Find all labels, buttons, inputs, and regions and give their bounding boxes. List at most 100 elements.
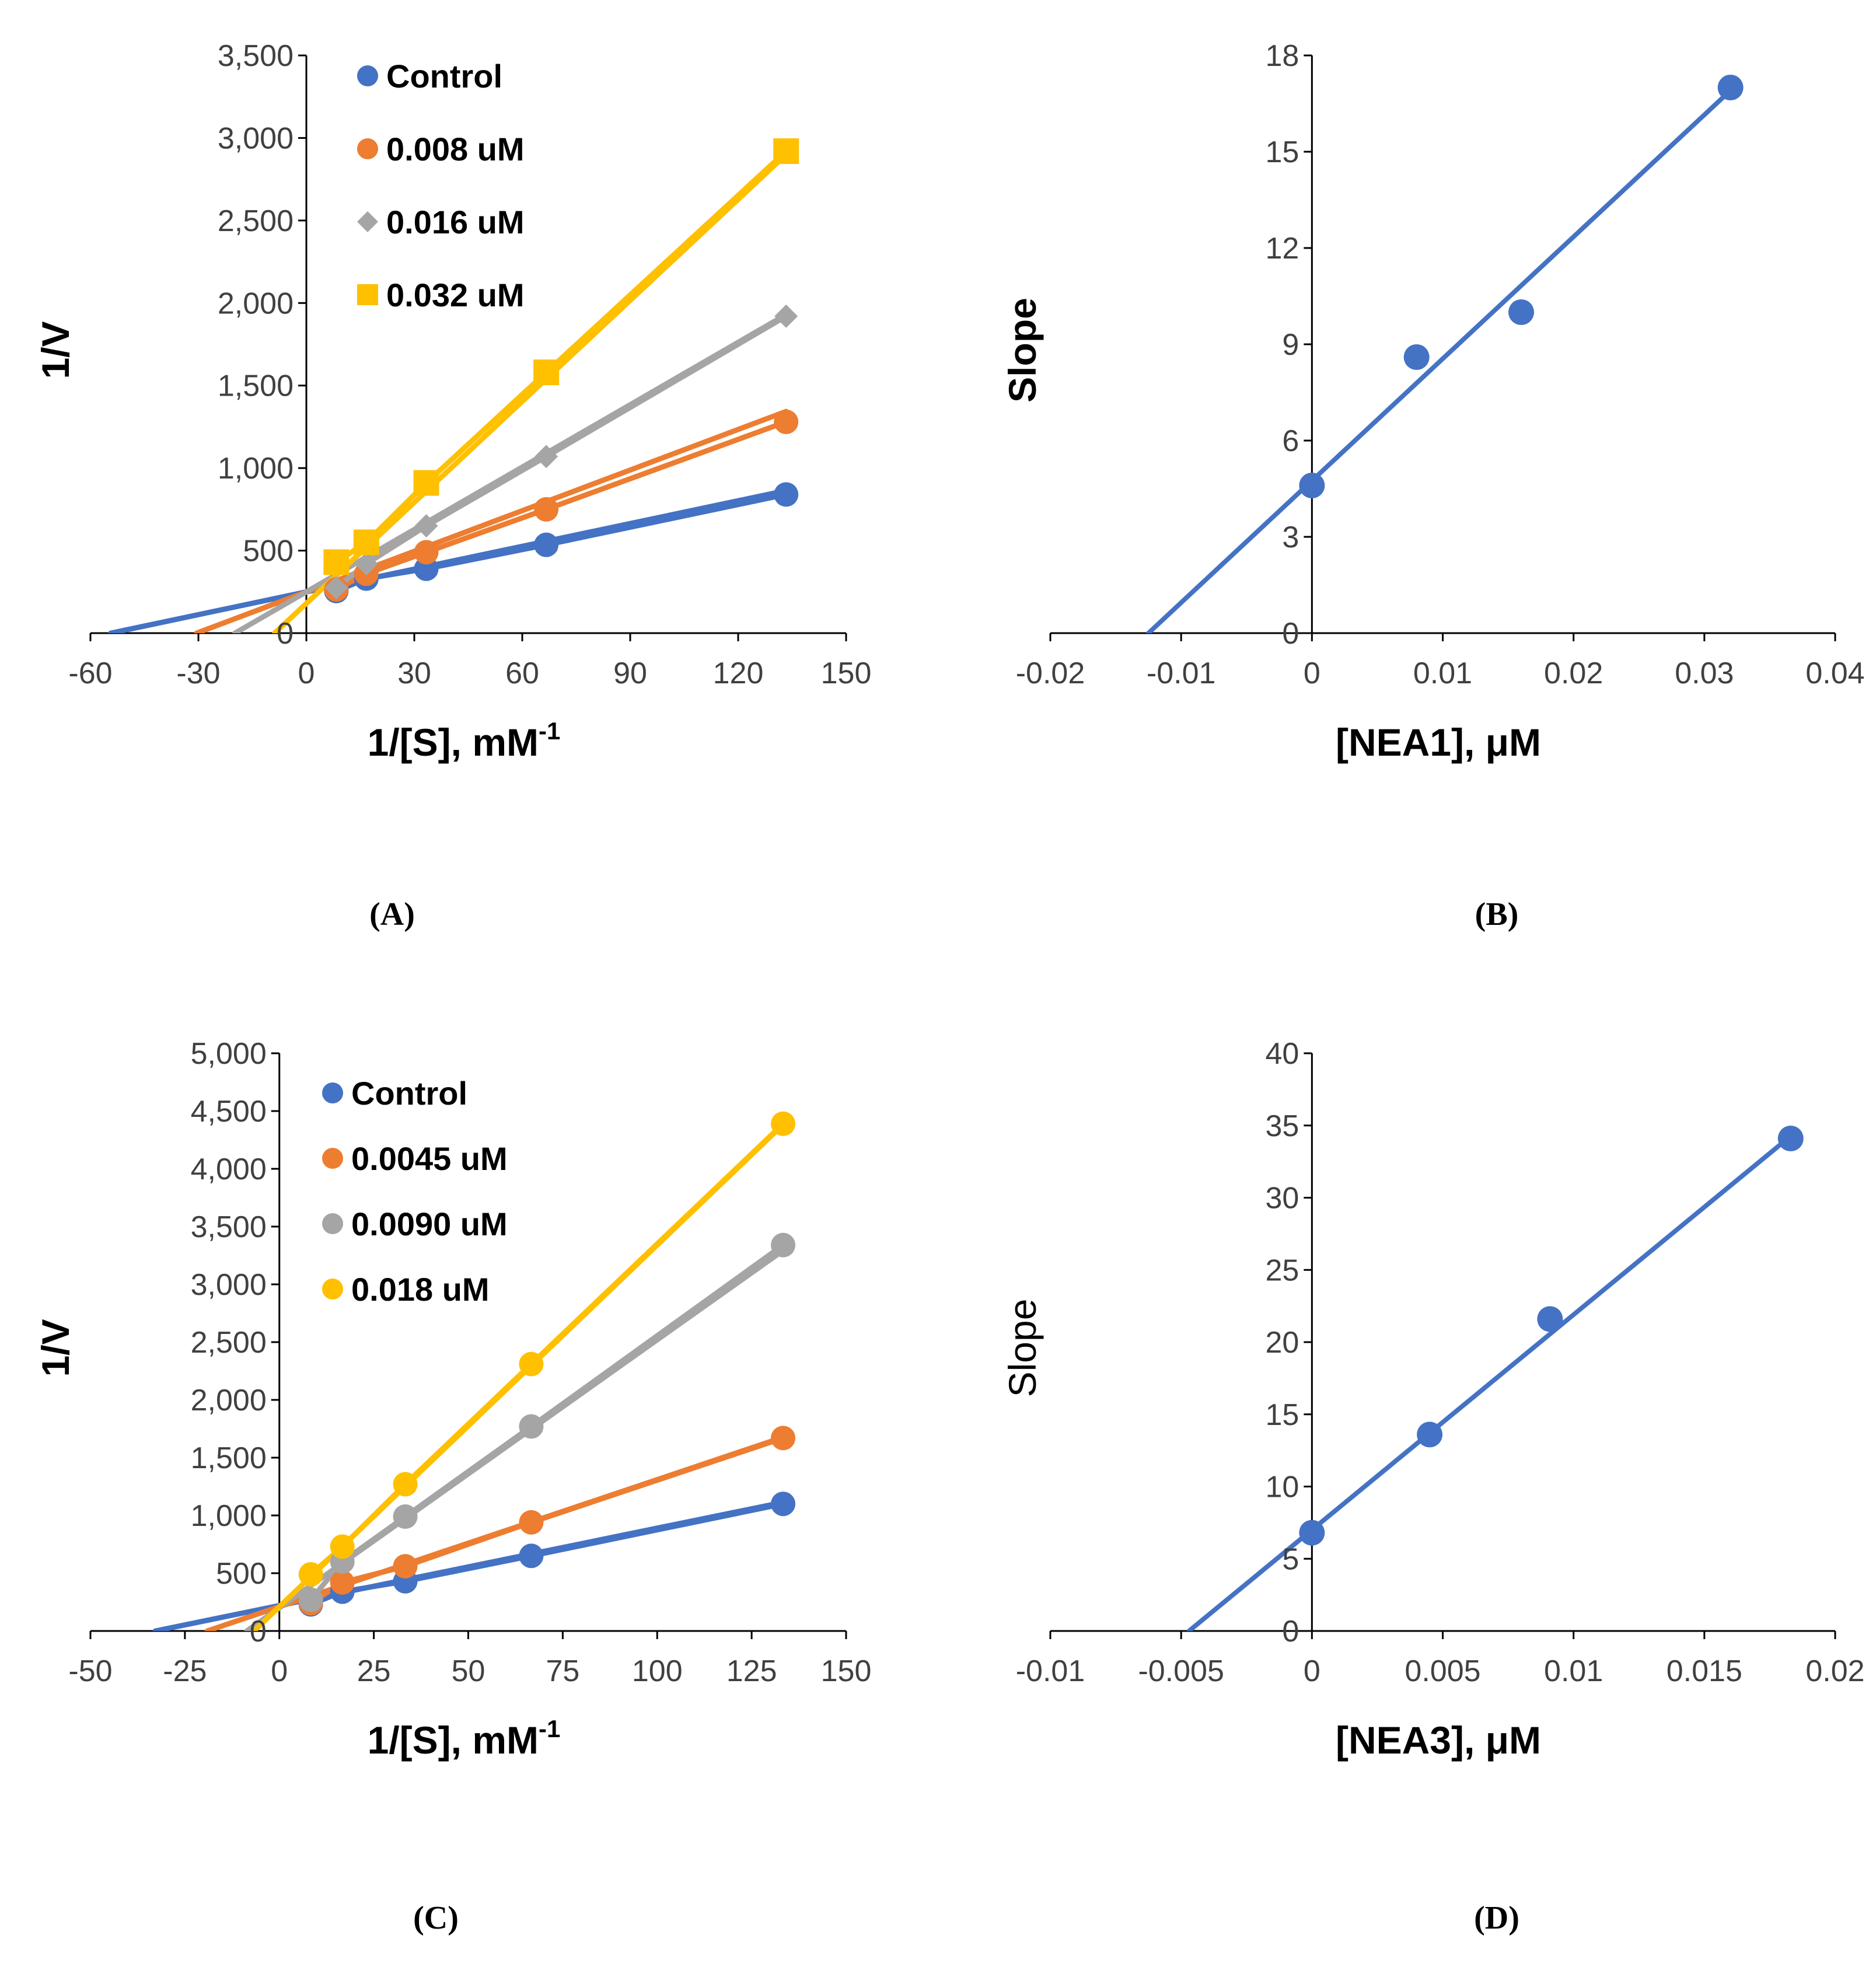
chart-b-y-tick-label: 9 (1282, 328, 1299, 362)
chart-c-y-tick-label: 5,000 (191, 1037, 267, 1071)
chart-a-point-0-032-um (773, 138, 799, 165)
chart-b-x-tick-label: 0 (1304, 656, 1320, 690)
chart-c-x-tick-label: 50 (452, 1654, 485, 1688)
legend-marker-0016 (357, 211, 378, 232)
legend-label-0016: 0.016 uM (386, 204, 525, 240)
legend-marker-control (357, 65, 378, 86)
legend-marker-00045 (322, 1148, 343, 1169)
chart-d-x-tick-label: 0 (1304, 1654, 1320, 1688)
chart-d-y-tick-label: 25 (1265, 1253, 1299, 1287)
chart-d-x-tick-label: 0.01 (1544, 1654, 1603, 1688)
chart-d-y-tick-label: 15 (1265, 1398, 1299, 1432)
chart-b-fit-line-slope (1146, 88, 1733, 633)
chart-b-caption: (B) (1475, 896, 1519, 932)
chart-d-x-axis-title: [NEA3], μM (1336, 1719, 1541, 1762)
chart-c-plot-area (152, 1122, 786, 1631)
chart-a-x-tick-label: 0 (298, 656, 315, 690)
chart-a-point-0-016-um (774, 304, 798, 328)
chart-a-point-0-008-um (774, 409, 799, 434)
chart-b-y-tick-label: 15 (1265, 135, 1299, 169)
chart-d-point-slope (1777, 1126, 1804, 1152)
chart-a-x-tick-label: -60 (68, 656, 112, 690)
chart-a-x-tick-label: 60 (505, 656, 539, 690)
chart-c-point-0-0045-um (771, 1426, 796, 1451)
chart-a-point-control (534, 532, 559, 557)
legend-label-0008: 0.008 uM (386, 131, 525, 167)
chart-c-x-tick-label: 125 (726, 1654, 777, 1688)
legend-item-00045: 0.0045 uM (322, 1140, 508, 1177)
chart-b-x-tick-label: 0.01 (1413, 656, 1472, 690)
chart-c-point-0-018-um (393, 1472, 418, 1497)
chart-a-point-0-008-um (534, 497, 559, 522)
chart-c-y-tick-label: 4,000 (191, 1152, 267, 1186)
legend-marker-0008 (357, 138, 378, 159)
chart-c-x-axis-title: 1/[S], mM-1 (368, 1715, 561, 1762)
chart-a-y-tick-label: 2,000 (218, 287, 294, 320)
chart-a-y-tick-label: 1,500 (218, 369, 294, 403)
chart-a-y-tick-label: 2,500 (218, 204, 294, 238)
chart-d-point-slope (1417, 1421, 1443, 1448)
chart-a-point-0-032-um (533, 359, 560, 386)
chart-c-series-line-0-018-um (309, 1122, 785, 1577)
chart-a-legend: Control 0.008 uM 0.016 uM 0.032 uM (357, 58, 525, 313)
chart-d-x-tick-label: -0.005 (1138, 1654, 1224, 1688)
chart-a-y-axis-title: 1/V (34, 321, 77, 379)
chart-c-x-tick-label: 0 (271, 1654, 288, 1688)
chart-d-point-slope (1299, 1520, 1325, 1546)
chart-d-caption: (D) (1474, 1900, 1519, 1936)
chart-c-y-tick-label: 3,500 (191, 1210, 267, 1244)
chart-d-y-axis-title: Slope (1001, 1299, 1044, 1398)
chart-b-plot-area (1146, 88, 1733, 633)
chart-d-y-tick-label: 40 (1265, 1037, 1299, 1071)
chart-a-fit-line-0-032-um (272, 152, 789, 633)
chart-a-y-tick-label: 1,000 (218, 452, 294, 485)
chart-a-point-0-032-um (413, 470, 439, 496)
chart-d-y-tick-label: 5 (1282, 1542, 1299, 1576)
chart-a-x-axis-title: 1/[S], mM-1 (368, 717, 561, 764)
legend-item-0016: 0.016 uM (357, 204, 525, 240)
legend-label-00045: 0.0045 uM (351, 1140, 508, 1177)
chart-c-x-tick-label: 25 (357, 1654, 391, 1688)
chart-c-y-tick-label: 0 (250, 1615, 267, 1648)
chart-b-x-axis-title: [NEA1], μM (1336, 721, 1541, 764)
chart-b-x-tick-label: -0.01 (1147, 656, 1216, 690)
legend-label-00090: 0.0090 uM (351, 1206, 508, 1242)
chart-b-x-tick-label: 0.04 (1805, 656, 1864, 690)
chart-b-x-tick-label: 0.02 (1544, 656, 1603, 690)
chart-a-point-0-008-um (414, 540, 439, 565)
chart-a-x-tick-label: 90 (613, 656, 647, 690)
chart-c-point-0-018-um (771, 1111, 796, 1136)
legend-marker-control (322, 1082, 343, 1103)
legend-item-0032: 0.032 uM (357, 277, 525, 313)
chart-c-point-0-0045-um (393, 1554, 418, 1579)
legend-label-0018: 0.018 uM (351, 1271, 490, 1308)
chart-b-y-tick-label: 12 (1265, 232, 1299, 266)
chart-a-point-0-032-um (353, 529, 379, 556)
chart-d-y-tick-label: 30 (1265, 1182, 1299, 1215)
chart-a-x-tick-label: 150 (821, 656, 872, 690)
chart-c-x-tick-label: -50 (68, 1654, 112, 1688)
chart-a-y-tick-label: 500 (243, 535, 294, 568)
chart-a-point-0-016-um (534, 445, 558, 469)
chart-a-point-0-032-um (323, 549, 350, 575)
legend-item-00090: 0.0090 uM (322, 1206, 508, 1242)
chart-a-point-0-016-um (354, 552, 378, 576)
chart-c-point-0-0045-um (330, 1570, 355, 1595)
legend-marker-0032 (357, 284, 378, 305)
chart-c-point-0-018-um (519, 1351, 544, 1377)
legend-marker-0018 (322, 1279, 343, 1300)
chart-c-y-tick-label: 4,500 (191, 1095, 267, 1129)
chart-c-x-tick-label: 150 (821, 1654, 872, 1688)
chart-b-x-tick-label: -0.02 (1016, 656, 1085, 690)
chart-a: 0 500 1,000 1,500 2,000 2,500 3,000 3,500 -60 -3… (34, 39, 871, 932)
chart-b-y-tick-label: 6 (1282, 424, 1299, 458)
chart-c-y-tick-label: 3,000 (191, 1268, 267, 1302)
chart-c-point-0-0090-um (519, 1414, 544, 1439)
chart-d-y-tick-label: 20 (1265, 1326, 1299, 1360)
legend-item-0008: 0.008 uM (357, 131, 525, 167)
chart-c-point-0-0090-um (393, 1504, 418, 1529)
chart-a-point-control (774, 482, 799, 507)
chart-c-x-tick-label: 100 (632, 1654, 683, 1688)
chart-d-x-tick-label: 0.005 (1405, 1654, 1480, 1688)
